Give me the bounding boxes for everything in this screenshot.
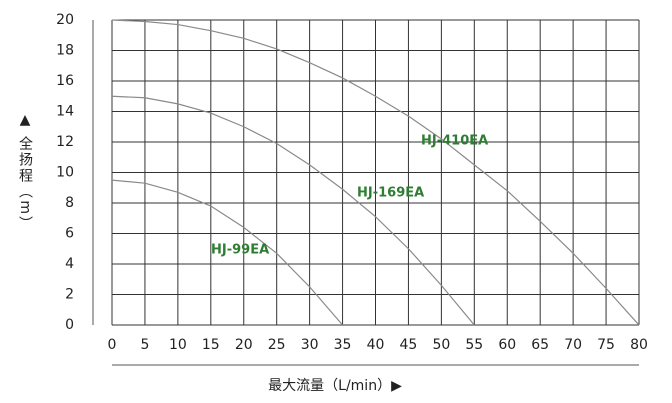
y-tick-label: 4 [65,256,74,272]
x-tick-label: 40 [367,337,385,353]
y-tick-label: 2 [65,287,74,303]
x-tick-label: 60 [498,337,516,353]
x-tick-label: 55 [465,337,483,353]
x-tick-label: 35 [334,337,352,353]
y-tick-label: 18 [56,43,74,59]
x-tick-label: 30 [301,337,319,353]
x-tick-label: 20 [235,337,253,353]
y-tick-label: 6 [65,226,74,242]
y-tick-label: 12 [56,134,74,150]
x-tick-label: 5 [140,337,149,353]
y-tick-label: 16 [56,73,74,89]
y-tick-label: 0 [65,317,74,333]
curve [111,19,640,326]
curve-label: HJ-169EA [357,186,424,201]
y-tick-label: 8 [65,195,74,211]
x-tick-label: 50 [432,337,450,353]
x-tick-label: 25 [268,337,286,353]
x-tick-label: 0 [108,337,117,353]
x-tick-label: 75 [597,337,615,353]
x-tick-label: 70 [564,337,582,353]
x-tick-label: 65 [531,337,549,353]
curve [111,179,344,326]
x-tick-label: 10 [169,337,187,353]
curve [111,95,475,326]
x-axis-label: 最大流量（L/min）▶ [268,378,402,394]
y-axis-label: ▲ 全扬程（m） [17,112,33,232]
x-tick-label: 80 [630,337,648,353]
y-tick-label: 10 [56,165,74,181]
x-tick-label: 45 [400,337,418,353]
y-tick-label: 20 [56,12,74,28]
curve-label: HJ-410EA [421,134,488,149]
y-tick-label: 14 [56,104,74,120]
x-tick-label: 15 [202,337,220,353]
curve-label: HJ-99EA [211,243,269,258]
